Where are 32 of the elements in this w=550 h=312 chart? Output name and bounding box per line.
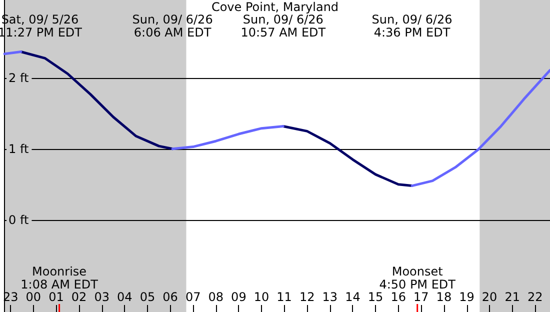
x-tick-label: 07 bbox=[185, 290, 201, 304]
x-tick-label: 03 bbox=[94, 290, 110, 304]
x-tick-label: 13 bbox=[322, 290, 338, 304]
annotation: Sun, 09/ 6/26 6:06 AM EDT bbox=[132, 12, 213, 40]
x-tick-label: 17 bbox=[414, 290, 429, 304]
x-tick-label: 08 bbox=[208, 290, 224, 304]
y-tick-label: 0 ft bbox=[8, 212, 30, 227]
x-tick-label: 09 bbox=[231, 290, 246, 304]
annotation: Sun, 09/ 6/26 10:57 AM EDT bbox=[240, 12, 326, 40]
x-tick-label: 05 bbox=[140, 290, 156, 304]
ref-line-label: Moonrise 1:08 AM EDT bbox=[20, 264, 99, 292]
x-tick-label: 16 bbox=[390, 290, 406, 304]
x-tick-label: 12 bbox=[299, 290, 315, 304]
x-tick-label: 10 bbox=[254, 290, 270, 304]
x-tick-label: 18 bbox=[436, 290, 452, 304]
x-tick-label: 02 bbox=[71, 290, 87, 304]
x-tick-label: 20 bbox=[482, 290, 498, 304]
x-tick-label: 22 bbox=[528, 290, 543, 304]
x-tick-label: 04 bbox=[117, 290, 132, 304]
ref-line-label: Moonset 4:50 PM EDT bbox=[379, 264, 456, 292]
annotation: Sun, 09/ 6/26 4:36 PM EDT bbox=[372, 12, 452, 40]
x-tick-label: 01 bbox=[48, 290, 64, 304]
x-tick-label: 19 bbox=[459, 290, 474, 304]
x-tick-label: 21 bbox=[504, 290, 520, 304]
y-tick-label: 2 ft bbox=[8, 71, 30, 85]
x-tick-label: 15 bbox=[368, 290, 384, 304]
chart-title: Cove Point, Maryland bbox=[211, 0, 339, 14]
x-tick-label: 11 bbox=[276, 290, 292, 304]
x-tick-label: 14 bbox=[345, 290, 360, 304]
x-tick-label: 00 bbox=[26, 290, 42, 304]
y-tick-label: 1 ft bbox=[8, 142, 30, 156]
x-tick-label: 06 bbox=[162, 290, 178, 304]
